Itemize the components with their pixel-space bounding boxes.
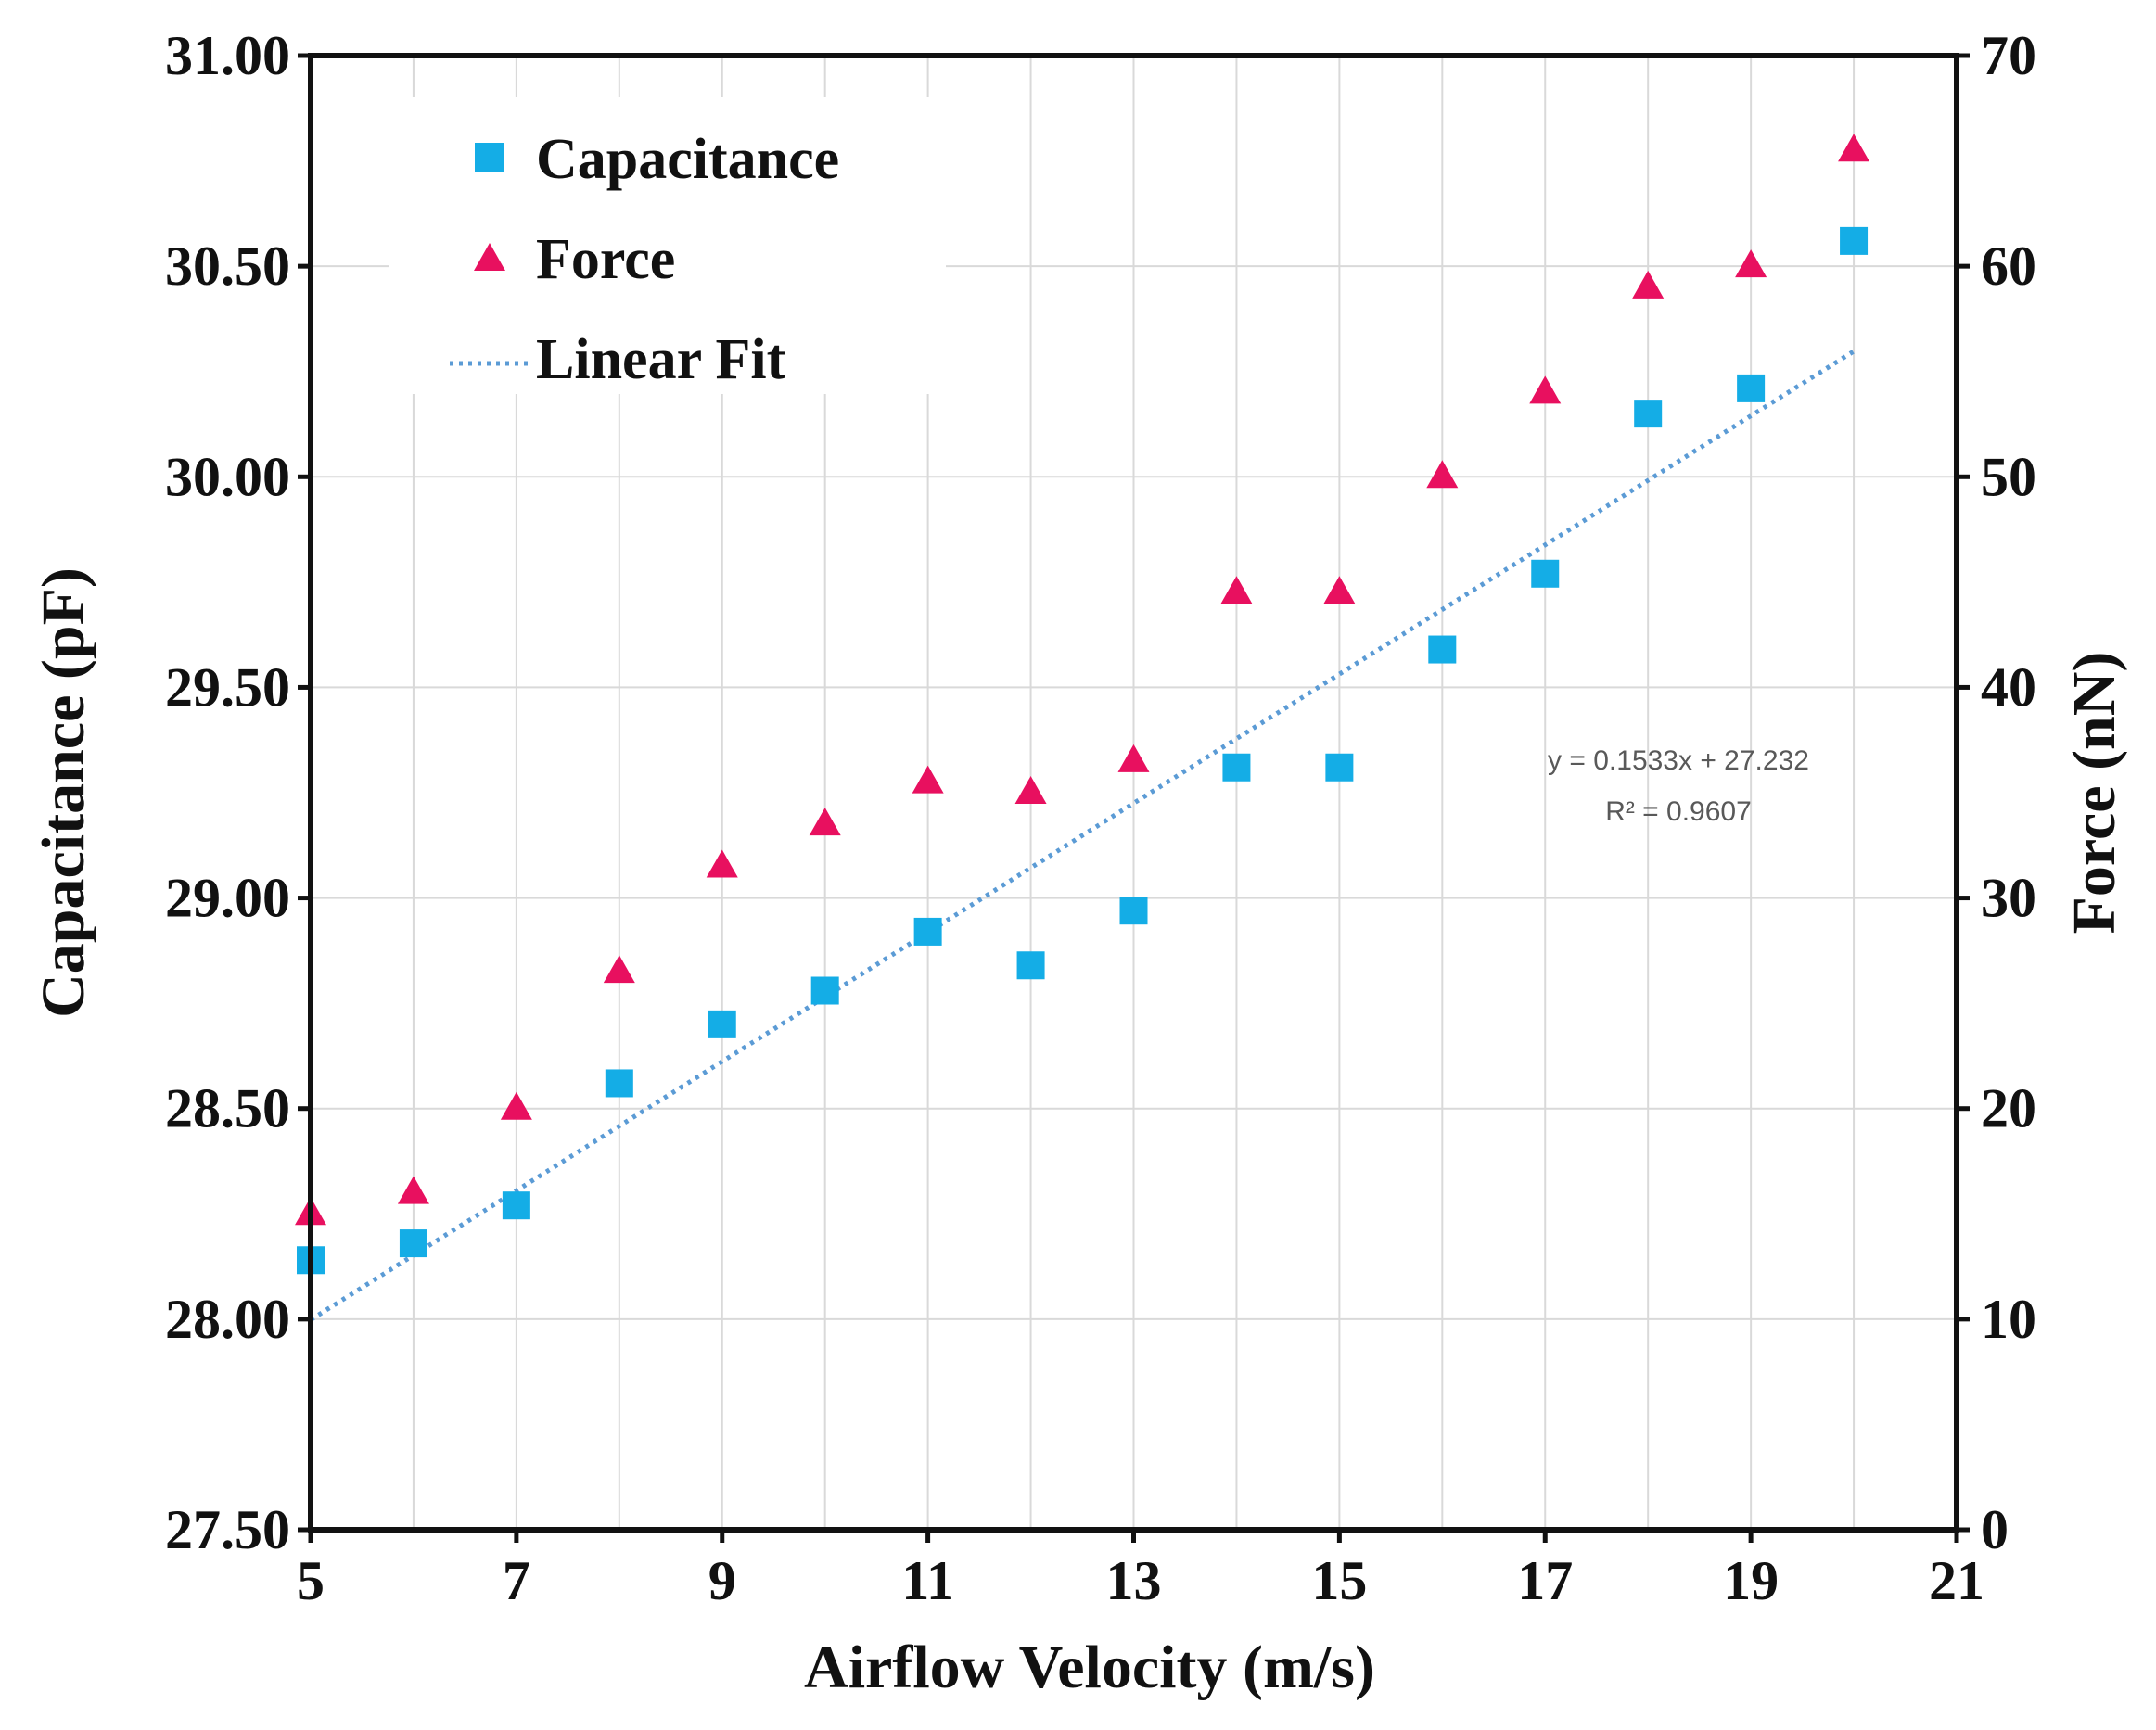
x-tick-label: 5 <box>297 1550 325 1611</box>
force-point <box>1014 776 1047 804</box>
force-point <box>1323 576 1356 604</box>
x-axis-ticks: 5 7 9 11 13 15 17 19 21 <box>297 1530 1984 1611</box>
capacitance-point <box>502 1191 530 1220</box>
legend-label-capacitance: Capacitance <box>536 128 839 191</box>
fit-line <box>309 349 1856 1322</box>
force-point <box>809 808 841 836</box>
y2-tick-label: 60 <box>1981 235 2036 297</box>
force-point <box>500 1091 532 1120</box>
legend-marker-capacitance <box>475 143 504 172</box>
legend-label-linear-fit: Linear Fit <box>536 328 786 391</box>
force-point <box>1529 375 1562 404</box>
y2-tick-label: 10 <box>1981 1289 2036 1350</box>
left-y-axis-ticks: 27.50 28.00 28.50 29.00 29.50 30.00 30.50 31.00 <box>165 25 311 1560</box>
legend-label-force: Force <box>536 228 675 291</box>
y-axis-title: Capacitance (pF) <box>30 567 97 1018</box>
y-tick-label: 30.50 <box>165 235 290 297</box>
y2-tick-label: 20 <box>1981 1078 2036 1139</box>
force-series <box>295 134 1870 1226</box>
y-tick-label: 28.50 <box>165 1078 290 1139</box>
capacitance-point <box>1325 753 1354 782</box>
x-tick-label: 21 <box>1929 1550 1984 1611</box>
capacitance-point <box>1119 897 1148 925</box>
y-tick-label: 27.50 <box>165 1499 290 1560</box>
x-tick-label: 7 <box>503 1550 530 1611</box>
y2-tick-label: 0 <box>1981 1499 2009 1560</box>
capacitance-point <box>605 1069 633 1098</box>
legend: Capacitance Force Linear Fit <box>389 97 946 394</box>
force-point <box>1735 249 1767 278</box>
force-point <box>397 1176 429 1204</box>
x-tick-label: 19 <box>1723 1550 1779 1611</box>
force-point <box>1426 460 1459 489</box>
y2-tick-label: 50 <box>1981 446 2036 507</box>
y2-tick-label: 70 <box>1981 25 2036 86</box>
capacitance-point <box>1222 753 1251 782</box>
force-point <box>912 765 944 794</box>
capacitance-point <box>810 976 839 1005</box>
y-tick-label: 30.00 <box>165 446 290 507</box>
capacitance-point <box>1531 559 1560 588</box>
x-tick-label: 9 <box>708 1550 736 1611</box>
y-tick-label: 31.00 <box>165 25 290 86</box>
force-point <box>1117 744 1150 772</box>
force-point <box>706 849 738 878</box>
capacitance-point <box>1016 951 1045 980</box>
y-tick-label: 29.50 <box>165 656 290 718</box>
right-y-axis-ticks: 0 10 20 30 40 50 60 70 <box>1957 25 2036 1560</box>
capacitance-point <box>913 917 942 946</box>
fit-equation: y = 0.1533x + 27.232 <box>1548 745 1809 776</box>
capacitance-point <box>1737 374 1766 402</box>
capacitance-point <box>399 1229 427 1258</box>
capacitance-point <box>1634 400 1663 428</box>
x-axis-title: Airflow Velocity (m/s) <box>804 1634 1375 1701</box>
y-tick-label: 28.00 <box>165 1289 290 1350</box>
y2-axis-title: Force (nN) <box>2060 652 2128 935</box>
x-tick-label: 15 <box>1311 1550 1367 1611</box>
y2-tick-label: 30 <box>1981 868 2036 929</box>
capacitance-point <box>708 1010 736 1038</box>
fit-r-squared: R² = 0.9607 <box>1605 796 1752 827</box>
y-tick-label: 29.00 <box>165 868 290 929</box>
force-point <box>1220 576 1253 604</box>
capacitance-point <box>1840 226 1869 255</box>
force-point <box>1838 134 1870 162</box>
linear-fit-line <box>309 349 1856 1322</box>
x-tick-label: 11 <box>901 1550 954 1611</box>
x-tick-label: 17 <box>1517 1550 1573 1611</box>
x-tick-label: 13 <box>1106 1550 1162 1611</box>
force-point <box>1632 270 1665 299</box>
capacitance-point <box>1428 635 1457 664</box>
legend-marker-force <box>474 243 505 271</box>
y2-tick-label: 40 <box>1981 656 2036 718</box>
force-point <box>603 955 635 984</box>
